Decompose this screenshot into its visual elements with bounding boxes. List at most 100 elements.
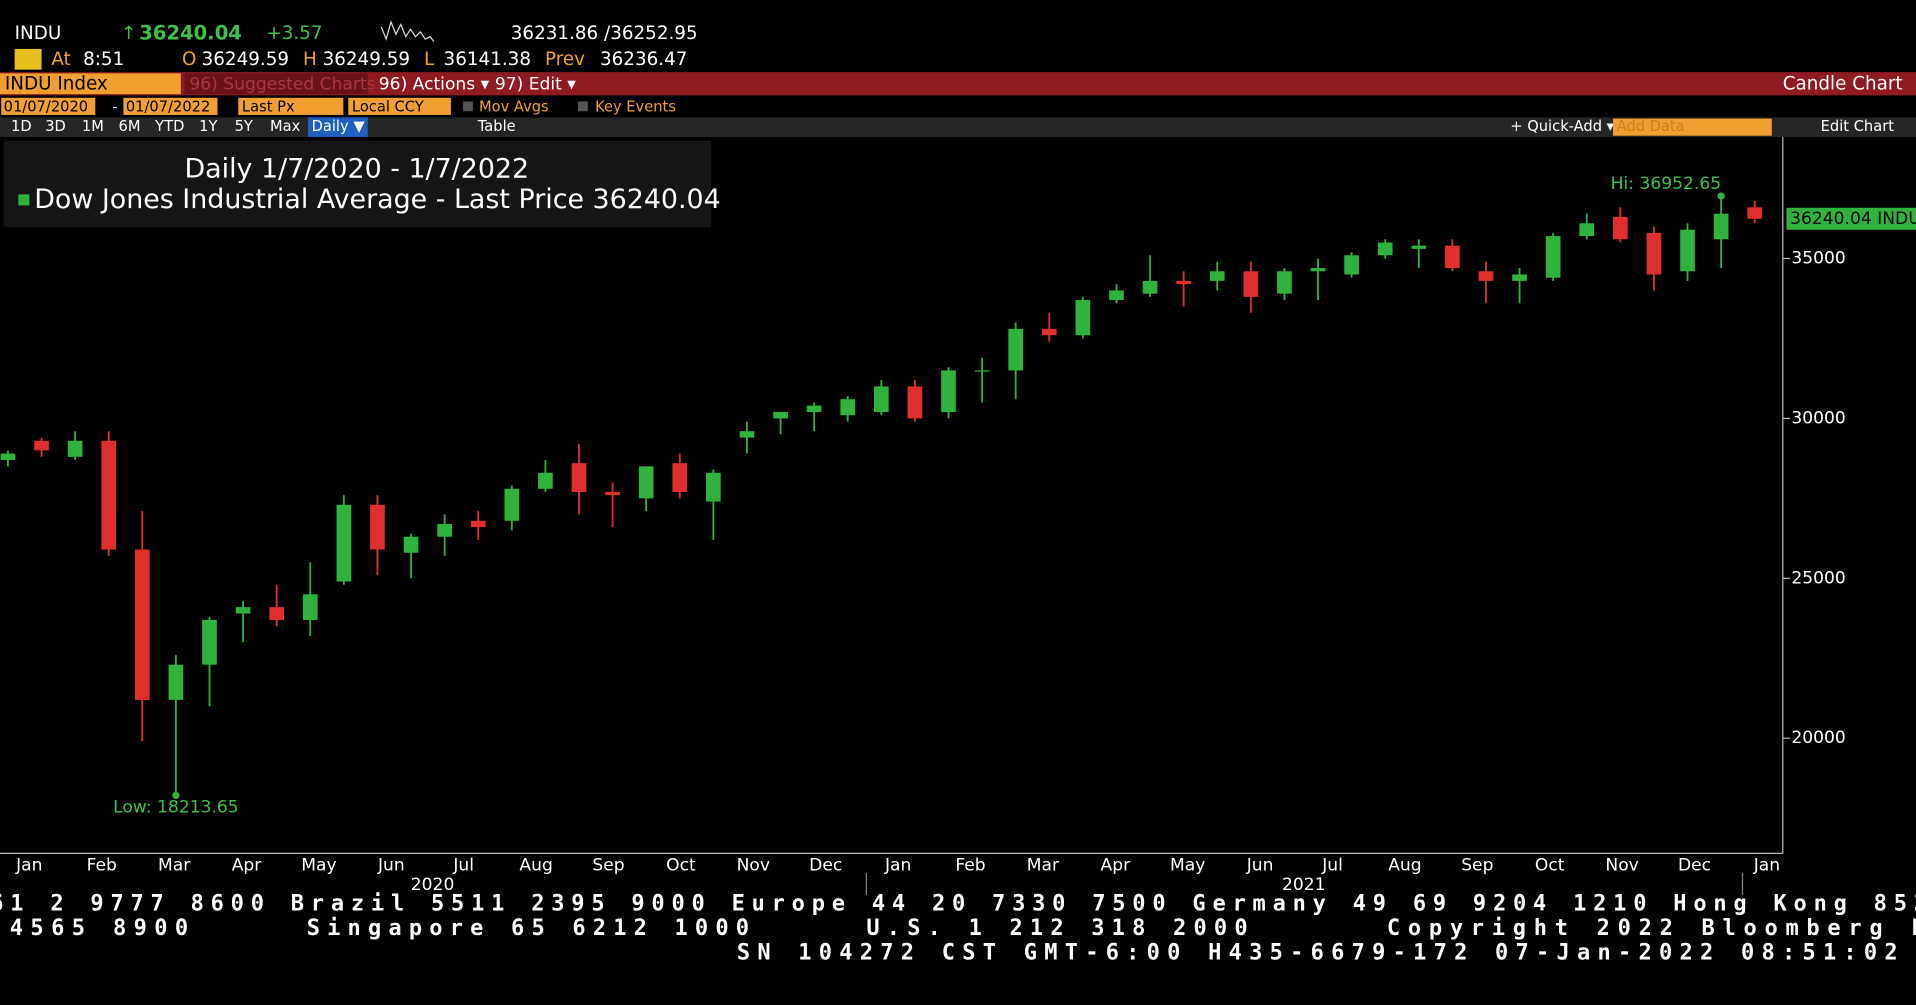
candle-body (773, 412, 788, 419)
candle-body (1579, 223, 1595, 237)
candle-body (1377, 242, 1393, 256)
period-button[interactable]: 1D (11, 118, 32, 135)
candle-body (706, 472, 721, 502)
chart-title: Daily 1/7/2020 - 1/7/2022 (184, 153, 529, 184)
field[interactable]: Last Px (242, 99, 295, 116)
candle-body (605, 491, 620, 496)
x-tick-label: Feb (955, 856, 985, 876)
prev-value: 36236.47 (600, 49, 687, 70)
candle-body (1613, 216, 1628, 240)
period-button[interactable]: 3D (45, 118, 66, 135)
footer-line: SN 104272 CST GMT-6:00 H435-6679-172 07-… (737, 941, 1898, 966)
candle-body (168, 664, 184, 700)
legend-swatch (18, 194, 30, 206)
candle-body (34, 440, 49, 451)
candle-body (1747, 207, 1763, 219)
checkbox[interactable] (577, 101, 588, 112)
candle-body (1041, 328, 1057, 336)
y-tick-label: 30000 (1791, 408, 1845, 428)
legend-box (3, 140, 712, 228)
currency-box[interactable] (348, 97, 451, 115)
candle-body (1713, 213, 1729, 240)
ticker: INDU (15, 23, 62, 44)
last-price-label: 36240.04 INDU (1790, 209, 1916, 229)
x-tick-label: Dec (809, 856, 842, 876)
candle-body (1176, 280, 1191, 285)
candle-body (941, 370, 956, 413)
x-tick-label: Apr (1101, 856, 1132, 876)
period-bar (0, 117, 1916, 137)
key-events[interactable]: Key Events (595, 99, 676, 116)
footer-line: U.S. 1 212 318 2000 (866, 916, 1247, 941)
edit-chart[interactable]: Edit Chart (1821, 118, 1895, 135)
end-date[interactable]: 01/07/2022 (126, 99, 210, 116)
period-button[interactable]: 1Y (199, 118, 217, 135)
x-tick-label: May (1170, 856, 1205, 876)
period-button[interactable]: 6M (119, 118, 141, 135)
checkbox[interactable] (463, 101, 473, 112)
period-button[interactable]: 1M (82, 118, 104, 135)
candle-body (504, 488, 520, 521)
high-label: H (303, 49, 317, 70)
candle-body (739, 431, 755, 438)
candle-body (1243, 271, 1259, 297)
x-tick-label: Mar (1027, 856, 1060, 876)
period-button[interactable]: Max (270, 118, 301, 135)
alert-icon[interactable] (14, 48, 42, 70)
period-button[interactable]: YTD (154, 118, 184, 135)
suggested-button[interactable] (184, 73, 368, 95)
start-date-box[interactable] (1, 97, 96, 115)
low-annotation: Low: 18213.65 (113, 798, 239, 818)
mov-avgs[interactable]: Mov Avgs (479, 99, 549, 116)
year-label: 2020 (411, 875, 455, 895)
x-tick-label: Sep (592, 856, 624, 876)
candle-body (269, 607, 285, 620)
candle-body (101, 440, 117, 550)
high-annotation: Hi: 36952.65 (1611, 174, 1721, 194)
edit[interactable]: 97) Edit ▾ (495, 74, 576, 94)
start-date[interactable]: 01/07/2020 (4, 99, 88, 116)
security[interactable]: INDU Index (5, 73, 108, 94)
security-box[interactable] (0, 73, 181, 95)
candle-body (1277, 271, 1292, 294)
frequency[interactable]: Daily ▼ (312, 118, 366, 135)
x-tick-label: Jan (1753, 856, 1780, 876)
actions[interactable]: 96) Actions ▾ (379, 74, 490, 94)
prev-label: Prev (545, 49, 585, 70)
x-tick-label: Oct (1535, 856, 1565, 876)
suggested[interactable]: 96) Suggested Charts (189, 74, 375, 94)
add-data[interactable]: Add Data (1617, 118, 1685, 135)
candle-body (1209, 271, 1225, 281)
y-tick-label: 35000 (1791, 248, 1845, 268)
frequency-box[interactable] (307, 117, 368, 137)
candle-body (235, 607, 251, 614)
candle-body (538, 472, 553, 489)
add-data-box[interactable] (1612, 118, 1772, 136)
time: 8:51 (83, 49, 124, 70)
footer-line: 4565 8900 (10, 916, 188, 941)
candle-body (806, 405, 822, 413)
candle-body (974, 370, 990, 372)
field-box[interactable] (238, 97, 344, 115)
table-button[interactable]: Table (477, 118, 516, 135)
high-marker (1717, 192, 1725, 200)
y-tick-label: 25000 (1791, 568, 1845, 588)
date-dash: - (112, 99, 117, 116)
bid-ask: 36231.86 /36252.95 (511, 23, 698, 44)
x-tick-label: Sep (1461, 856, 1493, 876)
end-date-box[interactable] (123, 97, 218, 115)
footer-line: Copyright 2022 Bloomberg F (1387, 916, 1916, 941)
x-tick-label: Jan (884, 856, 911, 876)
currency[interactable]: Local CCY (352, 99, 424, 116)
quick-add[interactable]: + Quick-Add ▾ (1510, 118, 1614, 135)
candle-body (1478, 271, 1494, 281)
candle-body (672, 463, 688, 492)
candle-body (370, 504, 385, 550)
candle-body (1545, 236, 1561, 278)
period-buttons: 1D 3D 1M 6M YTD 1Y 5Y Max (11, 118, 301, 135)
candle-body (134, 549, 150, 700)
candle-body (840, 399, 856, 416)
candle-body (403, 536, 419, 553)
period-button[interactable]: 5Y (235, 118, 253, 135)
